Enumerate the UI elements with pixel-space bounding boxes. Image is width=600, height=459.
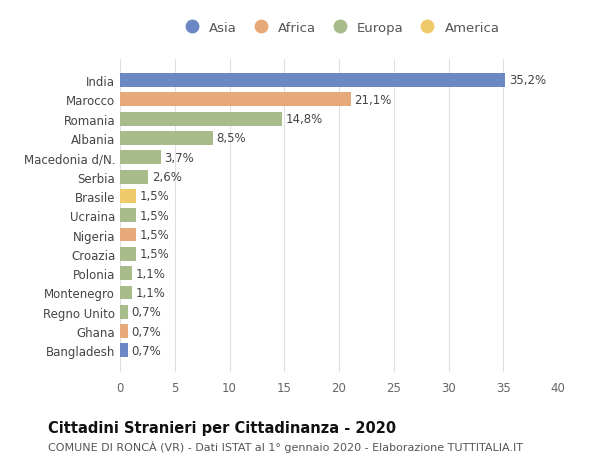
Text: 3,7%: 3,7% [164,151,194,164]
Bar [120,209,136,223]
Text: 0,7%: 0,7% [131,306,161,319]
Bar [120,112,282,126]
Bar [120,93,351,107]
Bar [120,190,136,203]
Bar [120,247,136,261]
Text: 35,2%: 35,2% [509,74,546,87]
Bar [120,132,213,146]
Bar [120,170,148,184]
Text: 14,8%: 14,8% [286,113,323,126]
Text: COMUNE DI RONCÀ (VR) - Dati ISTAT al 1° gennaio 2020 - Elaborazione TUTTITALIA.I: COMUNE DI RONCÀ (VR) - Dati ISTAT al 1° … [48,440,523,452]
Bar [120,325,128,338]
Bar [120,74,505,88]
Text: 1,5%: 1,5% [140,229,169,241]
Bar [120,344,128,358]
Text: 1,5%: 1,5% [140,209,169,222]
Legend: Asia, Africa, Europa, America: Asia, Africa, Europa, America [173,17,505,40]
Bar [120,228,136,242]
Text: 21,1%: 21,1% [355,94,392,106]
Text: 1,5%: 1,5% [140,190,169,203]
Text: 8,5%: 8,5% [217,132,246,145]
Text: 1,1%: 1,1% [136,267,165,280]
Bar [120,267,132,280]
Bar [120,286,132,300]
Bar [120,305,128,319]
Text: Cittadini Stranieri per Cittadinanza - 2020: Cittadini Stranieri per Cittadinanza - 2… [48,420,396,435]
Text: 1,5%: 1,5% [140,248,169,261]
Text: 1,1%: 1,1% [136,286,165,299]
Text: 0,7%: 0,7% [131,344,161,357]
Text: 2,6%: 2,6% [152,171,182,184]
Bar [120,151,161,165]
Text: 0,7%: 0,7% [131,325,161,338]
